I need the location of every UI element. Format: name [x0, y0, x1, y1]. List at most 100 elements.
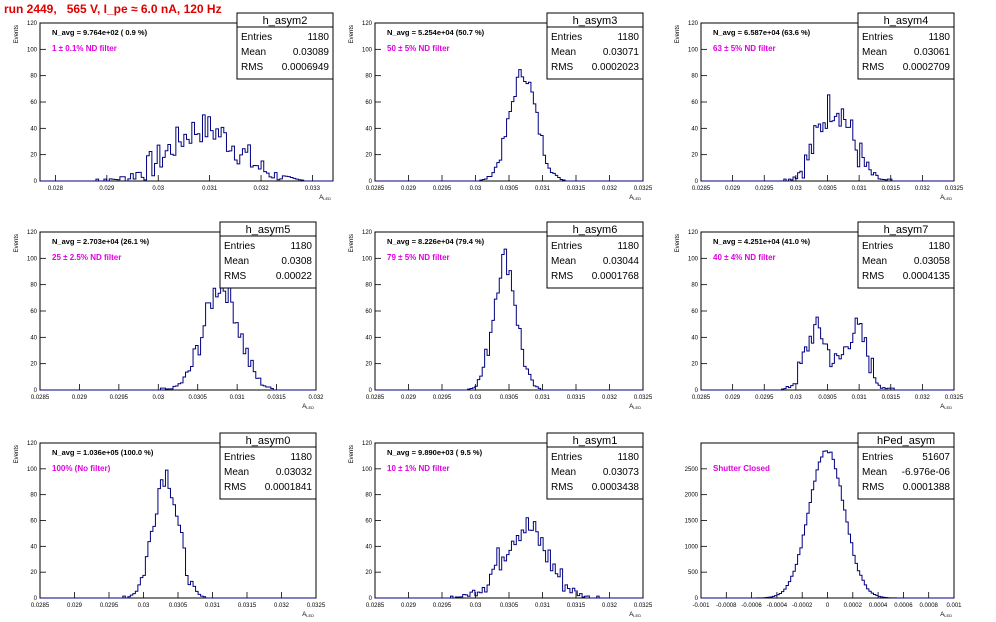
stats-value-entries: 1180 [290, 452, 312, 463]
filter-label: 79 ± 5% ND filter [387, 253, 450, 262]
stats-label-entries: Entries [224, 452, 255, 463]
x-tick-label: 0.0285 [366, 603, 385, 609]
histogram-panel-hPed_asym: 0 500 1000 1500 2000 2500 -0.001 -0.0008 -0.0006… [685, 432, 962, 618]
x-tick-label: 0.03 [470, 603, 482, 609]
y-tick-label: 20 [365, 362, 372, 368]
y-tick-label: 0 [369, 388, 373, 394]
y-tick-label: 40 [30, 544, 37, 550]
y-tick-label: 120 [362, 21, 373, 27]
stats-box-frame [219, 432, 317, 500]
x-tick-label: -0.0004 [767, 603, 788, 609]
x-tick-label: 0.0285 [366, 395, 385, 401]
stats-value-rms: 0.0001841 [265, 482, 313, 493]
y-tick-label: 0 [369, 596, 373, 602]
y-axis-label: Events [675, 234, 681, 252]
y-axis-label: Events [14, 445, 20, 463]
x-tick-label: 0.029 [401, 395, 417, 401]
y-tick-label: 60 [365, 100, 372, 106]
x-tick-label: 0.0315 [238, 603, 257, 609]
x-tick-label: -0.0002 [792, 603, 813, 609]
x-tick-label: 0.032 [915, 395, 931, 401]
n-avg-label: N_avg = 5.254e+04 (50.7 %) [387, 28, 485, 37]
x-tick-label: 0.0315 [882, 186, 901, 192]
y-tick-label: 60 [30, 309, 37, 315]
x-tick-label: 0.032 [602, 603, 618, 609]
x-axis-label: ALED [629, 404, 641, 410]
x-tick-label: 0.031 [852, 186, 868, 192]
stats-value-rms: 0.0004135 [903, 271, 951, 282]
x-tick-label: 0.029 [401, 603, 417, 609]
y-axis-label: Events [349, 445, 355, 463]
histogram-panel-h_asym7: 0 20 40 60 80 100 120 0.0285 0.029 0.0295 0.03 0.03… [675, 221, 964, 410]
x-axis-label: ALED [940, 612, 952, 618]
x-tick-label: -0.0008 [716, 603, 737, 609]
stats-label-mean: Mean [862, 47, 887, 58]
x-tick-label: 0.0315 [882, 395, 901, 401]
x-tick-label: 0.0295 [433, 186, 452, 192]
x-tick-label: 0.0295 [110, 395, 129, 401]
n-avg-label: N_avg = 8.226e+04 (79.4 %) [387, 237, 485, 246]
stats-box: h_asym2 Entries 1180 Mean 0.03089 RMS 0.000694… [236, 12, 334, 80]
filter-label: Shutter Closed [713, 464, 770, 473]
x-tick-label: 0.0305 [189, 395, 208, 401]
stats-box-frame [546, 432, 644, 500]
x-tick-label: 0.028 [48, 186, 64, 192]
y-tick-label: 60 [365, 309, 372, 315]
y-tick-label: 60 [691, 100, 698, 106]
y-tick-label: 40 [30, 126, 37, 132]
y-axis-label: Events [349, 234, 355, 252]
x-tick-label: 0.031 [202, 186, 218, 192]
y-tick-label: 60 [691, 309, 698, 315]
y-tick-label: 100 [688, 47, 699, 53]
x-tick-label: 0.031 [535, 603, 551, 609]
histogram-name: h_asym6 [573, 224, 618, 236]
y-tick-label: 80 [365, 74, 372, 80]
stats-label-mean: Mean [224, 256, 249, 267]
y-tick-label: 500 [688, 570, 699, 576]
x-tick-label: 0.031 [852, 395, 868, 401]
histogram-panel-h_asym6: 0 20 40 60 80 100 120 0.0285 0.029 0.0295 0.03 0.03… [349, 221, 653, 410]
y-tick-label: 0 [34, 179, 38, 185]
x-tick-label: 0.0295 [755, 395, 774, 401]
y-tick-label: 0 [695, 179, 699, 185]
x-tick-label: 0.0315 [567, 395, 586, 401]
y-tick-label: 2500 [685, 467, 699, 473]
stats-label-rms: RMS [551, 271, 574, 282]
stats-box: h_asym4 Entries 1180 Mean 0.03061 RMS 0.000270… [857, 12, 955, 80]
x-tick-label: 0.0295 [433, 603, 452, 609]
x-tick-label: 0.032 [602, 186, 618, 192]
stats-label-mean: Mean [551, 47, 576, 58]
x-axis-label: ALED [629, 612, 641, 618]
x-tick-label: 0.0305 [500, 603, 519, 609]
x-tick-label: 0.0305 [169, 603, 188, 609]
y-tick-label: 80 [30, 74, 37, 80]
stats-label-entries: Entries [551, 32, 582, 43]
stats-box: h_asym0 Entries 1180 Mean 0.03032 RMS 0.000184… [219, 432, 317, 500]
x-tick-label: 0.03 [138, 603, 150, 609]
y-tick-label: 20 [691, 153, 698, 159]
x-axis-label: ALED [319, 195, 331, 201]
stats-label-mean: Mean [551, 256, 576, 267]
stats-box-frame [857, 432, 955, 500]
y-tick-label: 80 [365, 493, 372, 499]
x-tick-label: 0.031 [535, 186, 551, 192]
x-tick-label: 0.0006 [894, 603, 913, 609]
y-tick-label: 80 [30, 283, 37, 289]
y-tick-label: 2000 [685, 493, 699, 499]
stats-value-mean: 0.0308 [281, 256, 312, 267]
histogram-name: hPed_asym [877, 435, 935, 447]
stats-value-rms: 0.0002709 [903, 62, 951, 73]
stats-value-entries: 1180 [928, 241, 950, 252]
stats-label-rms: RMS [224, 271, 247, 282]
histogram-bins [375, 69, 643, 182]
y-tick-label: 1000 [685, 544, 699, 550]
y-tick-label: 40 [365, 126, 372, 132]
histogram-name: h_asym2 [263, 15, 308, 27]
stats-label-rms: RMS [862, 482, 885, 493]
histogram-name: h_asym7 [884, 224, 929, 236]
stats-value-rms: 0.0001768 [592, 271, 640, 282]
n-avg-label: N_avg = 2.703e+04 (26.1 %) [52, 237, 150, 246]
y-axis-label: Events [349, 25, 355, 43]
x-tick-label: 0.03 [152, 395, 164, 401]
histogram-bins [701, 94, 954, 182]
